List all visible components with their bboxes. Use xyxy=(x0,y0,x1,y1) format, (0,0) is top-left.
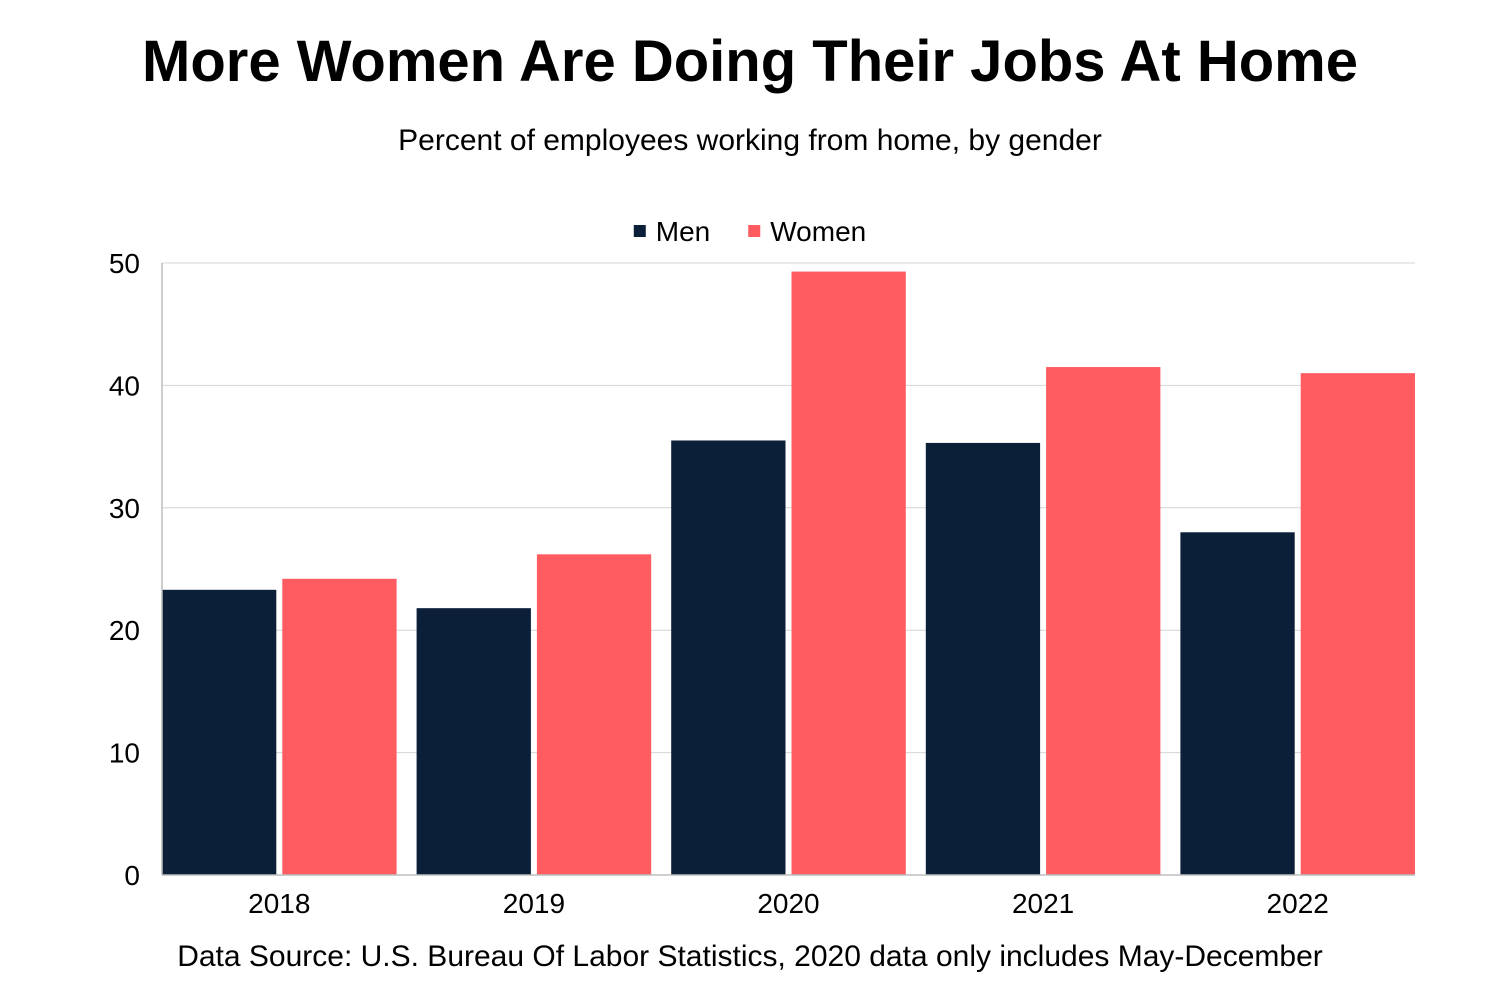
x-tick-label-2019: 2019 xyxy=(503,888,565,919)
bar-men-2020 xyxy=(671,440,786,875)
bar-men-2019 xyxy=(416,608,531,875)
legend-swatch-men xyxy=(633,225,646,237)
bar-women-2021 xyxy=(1046,367,1161,875)
axes: 0 10 20 30 40 50 2018 2019 2020 2021 2022 xyxy=(109,248,1415,919)
y-tick-label-30: 30 xyxy=(109,493,140,524)
bars xyxy=(162,271,1415,875)
x-tick-label-2018: 2018 xyxy=(248,888,310,919)
bar-women-2022 xyxy=(1300,373,1415,875)
bar-men-2018 xyxy=(162,589,277,875)
legend: Men Women xyxy=(633,216,866,247)
bar-men-2022 xyxy=(1180,532,1295,875)
x-tick-label-2022: 2022 xyxy=(1267,888,1329,919)
data-source-note: Data Source: U.S. Bureau Of Labor Statis… xyxy=(177,940,1323,973)
bar-women-2018 xyxy=(282,578,397,875)
x-tick-label-2020: 2020 xyxy=(757,888,819,919)
x-tick-label-2021: 2021 xyxy=(1012,888,1074,919)
legend-swatch-women xyxy=(748,225,761,237)
bar-women-2020 xyxy=(791,271,906,875)
y-tick-label-0: 0 xyxy=(124,860,140,891)
y-tick-label-10: 10 xyxy=(109,738,140,769)
y-tick-label-50: 50 xyxy=(109,248,140,279)
bar-women-2019 xyxy=(536,554,652,875)
y-tick-label-20: 20 xyxy=(109,615,140,646)
chart-title: More Women Are Doing Their Jobs At Home xyxy=(142,29,1358,94)
bar-men-2021 xyxy=(925,442,1041,875)
legend-label-women: Women xyxy=(770,216,866,247)
chart-subtitle: Percent of employees working from home, … xyxy=(398,124,1102,157)
y-tick-label-40: 40 xyxy=(109,370,140,401)
legend-label-men: Men xyxy=(656,216,710,247)
